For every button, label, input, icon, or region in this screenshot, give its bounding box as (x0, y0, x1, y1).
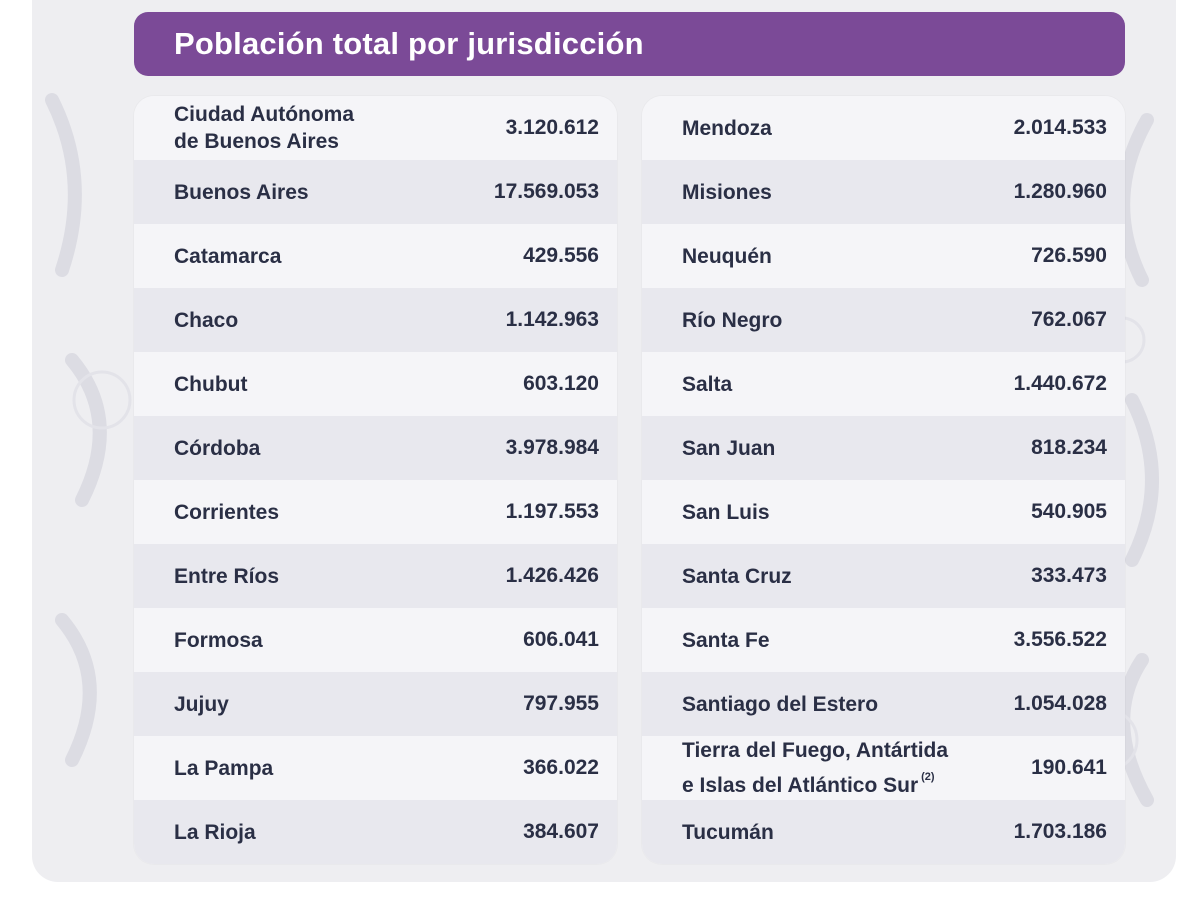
jurisdiction-name: Chubut (174, 372, 248, 396)
left-column: Ciudad Autónoma de Buenos Aires 3.120.612… (134, 96, 617, 864)
population-value: 1.280.960 (1013, 180, 1107, 203)
table-row: Tierra del Fuego, Antártida e Islas del A… (642, 736, 1125, 800)
population-value: 190.641 (1031, 756, 1107, 779)
table-row: Neuquén 726.590 (642, 224, 1125, 288)
jurisdiction-name: Formosa (174, 628, 263, 652)
jurisdiction-name: Neuquén (682, 244, 772, 268)
jurisdiction-name: Santa Fe (682, 628, 770, 652)
jurisdiction-name: Entre Ríos (174, 564, 280, 588)
population-value: 1.142.963 (505, 308, 599, 331)
jurisdiction-name: San Juan (682, 436, 776, 460)
table-row: Catamarca 429.556 (134, 224, 617, 288)
table-row: Tucumán 1.703.186 (642, 800, 1125, 864)
jurisdiction-name: Chaco (174, 308, 239, 332)
jurisdiction-name: Río Negro (682, 308, 783, 332)
table-row: La Rioja 384.607 (134, 800, 617, 864)
jurisdiction-name: Ciudad Autónoma de Buenos Aires (174, 103, 355, 153)
table-row: Córdoba 3.978.984 (134, 416, 617, 480)
population-value: 818.234 (1031, 436, 1107, 459)
table-row: San Luis 540.905 (642, 480, 1125, 544)
population-value: 17.569.053 (493, 180, 599, 203)
jurisdiction-name: La Pampa (174, 756, 274, 780)
table-row: La Pampa 366.022 (134, 736, 617, 800)
table-row: San Juan 818.234 (642, 416, 1125, 480)
population-value: 762.067 (1031, 308, 1107, 331)
jurisdiction-name: Salta (682, 372, 733, 396)
population-value: 1.440.672 (1013, 372, 1107, 395)
table-row: Ciudad Autónoma de Buenos Aires 3.120.612 (134, 96, 617, 160)
jurisdiction-name: Buenos Aires (174, 180, 309, 204)
population-value: 603.120 (523, 372, 599, 395)
table-row: Chubut 603.120 (134, 352, 617, 416)
population-value: 1.197.553 (505, 500, 599, 523)
jurisdiction-name: Santa Cruz (682, 564, 792, 588)
table-row: Río Negro 762.067 (642, 288, 1125, 352)
population-value: 333.473 (1031, 564, 1107, 587)
population-value: 726.590 (1031, 244, 1107, 267)
jurisdiction-name: Tierra del Fuego, Antártida e Islas del A… (682, 739, 949, 797)
table-row: Corrientes 1.197.553 (134, 480, 617, 544)
jurisdiction-name: Córdoba (174, 436, 261, 460)
table-row: Mendoza 2.014.533 (642, 96, 1125, 160)
population-value: 384.607 (523, 820, 599, 843)
table-row: Chaco 1.142.963 (134, 288, 617, 352)
table-row: Santa Cruz 333.473 (642, 544, 1125, 608)
population-value: 1.426.426 (505, 564, 599, 587)
table-row: Misiones 1.280.960 (642, 160, 1125, 224)
population-value: 797.955 (523, 692, 599, 715)
jurisdiction-name: Santiago del Estero (682, 692, 879, 716)
table-row: Buenos Aires 17.569.053 (134, 160, 617, 224)
table-row: Jujuy 797.955 (134, 672, 617, 736)
table-title: Población total por jurisdicción (134, 12, 1125, 76)
population-value: 2.014.533 (1013, 116, 1107, 139)
table-row: Santiago del Estero 1.054.028 (642, 672, 1125, 736)
table-row: Salta 1.440.672 (642, 352, 1125, 416)
population-value: 1.054.028 (1013, 692, 1107, 715)
population-value: 540.905 (1031, 500, 1107, 523)
jurisdiction-name: Catamarca (174, 244, 282, 268)
population-value: 429.556 (523, 244, 599, 267)
population-value: 1.703.186 (1013, 820, 1107, 843)
jurisdiction-name: La Rioja (174, 820, 256, 844)
table-row: Formosa 606.041 (134, 608, 617, 672)
table-row: Entre Ríos 1.426.426 (134, 544, 617, 608)
jurisdiction-name: Misiones (682, 180, 772, 204)
jurisdiction-name: San Luis (682, 500, 770, 524)
footnote-marker: (2) (921, 771, 935, 783)
population-value: 3.556.522 (1013, 628, 1107, 651)
jurisdiction-name: Jujuy (174, 692, 229, 716)
jurisdiction-name: Corrientes (174, 500, 280, 524)
population-value: 3.120.612 (505, 116, 599, 139)
table-row: Santa Fe 3.556.522 (642, 608, 1125, 672)
population-value: 366.022 (523, 756, 599, 779)
jurisdiction-name: Tucumán (682, 820, 774, 844)
right-column: Mendoza 2.014.533 Misiones 1.280.960 Neu… (642, 96, 1125, 864)
population-value: 606.041 (523, 628, 599, 651)
population-value: 3.978.984 (505, 436, 599, 459)
jurisdiction-name: Mendoza (682, 116, 772, 140)
